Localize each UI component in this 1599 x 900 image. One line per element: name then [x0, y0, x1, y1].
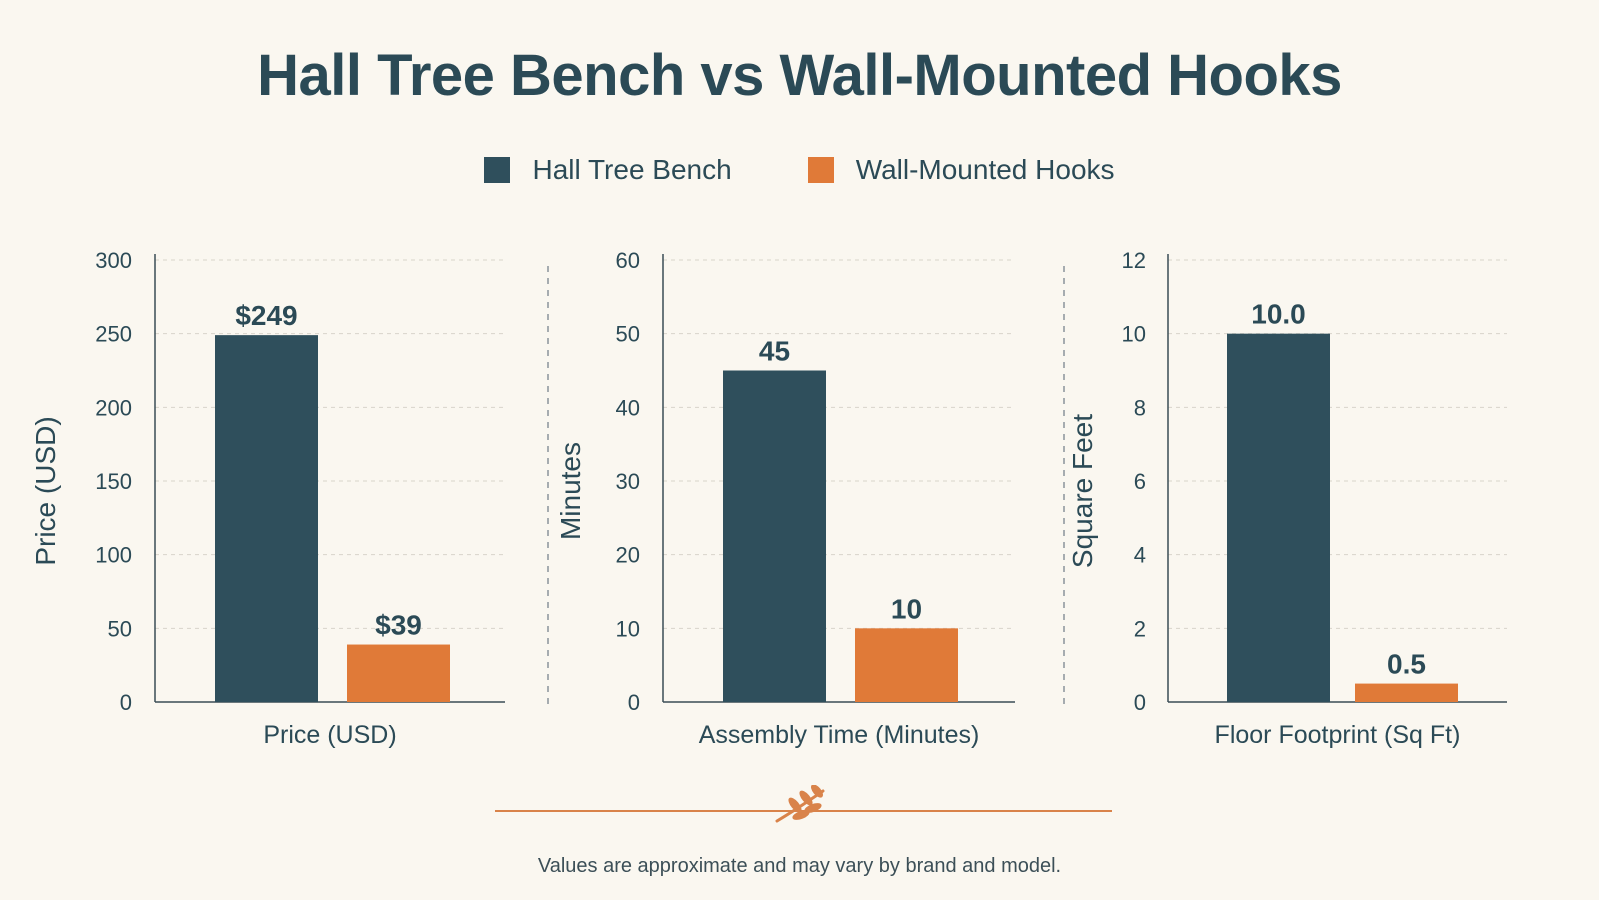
y-tick-label: 2 [1134, 616, 1146, 641]
y-tick-label: 40 [616, 395, 640, 420]
bar-hall-tree-bench [1227, 333, 1330, 702]
legend: Hall Tree Bench Wall-Mounted Hooks [0, 154, 1599, 186]
y-tick-label: 60 [616, 248, 640, 273]
x-axis-label: Price (USD) [263, 721, 396, 749]
y-tick-label: 6 [1134, 469, 1146, 494]
y-tick-label: 12 [1122, 248, 1146, 273]
x-axis-label: Floor Footprint (Sq Ft) [1215, 721, 1461, 749]
bar-hall-tree-bench [723, 370, 826, 702]
legend-label-hall-tree-bench: Hall Tree Bench [532, 154, 732, 185]
y-tick-label: 0 [120, 690, 132, 715]
legend-item-hall-tree-bench: Hall Tree Bench [484, 154, 732, 186]
data-label: 10.0 [1251, 299, 1306, 330]
legend-item-wall-mounted-hooks: Wall-Mounted Hooks [807, 154, 1115, 186]
bar-wall-mounted-hooks [347, 644, 450, 702]
bar-wall-mounted-hooks [1355, 683, 1458, 702]
legend-label-wall-mounted-hooks: Wall-Mounted Hooks [855, 154, 1115, 185]
y-tick-label: 10 [1122, 322, 1146, 347]
footnote: Values are approximate and may vary by b… [537, 855, 1062, 877]
y-tick-label: 150 [95, 469, 132, 494]
data-label: 45 [759, 336, 790, 367]
y-tick-label: 50 [108, 616, 132, 641]
bar-hall-tree-bench [215, 335, 318, 702]
legend-swatch-wall-mounted-hooks [807, 157, 834, 183]
y-tick-label: 100 [95, 543, 132, 568]
y-axis-label: Price (USD) [30, 416, 61, 565]
y-tick-label: 300 [95, 248, 132, 273]
y-tick-label: 20 [616, 543, 640, 568]
y-tick-label: 30 [616, 469, 640, 494]
y-tick-label: 10 [616, 616, 640, 641]
data-label: 0.5 [1387, 649, 1426, 680]
y-axis-label: Minutes [555, 442, 586, 540]
y-tick-label: 4 [1134, 543, 1146, 568]
data-label: $249 [235, 300, 297, 331]
y-tick-label: 0 [1134, 690, 1146, 715]
data-label: $39 [375, 610, 422, 641]
y-tick-label: 50 [616, 322, 640, 347]
legend-swatch-hall-tree-bench [484, 157, 511, 183]
data-label: 10 [891, 593, 922, 624]
y-tick-label: 8 [1134, 395, 1146, 420]
y-tick-label: 200 [95, 395, 132, 420]
y-tick-label: 250 [95, 322, 132, 347]
bar-wall-mounted-hooks [855, 628, 958, 702]
wheat-sprig-icon [775, 785, 825, 823]
y-axis-label: Square Feet [1067, 414, 1098, 568]
y-tick-label: 0 [628, 690, 640, 715]
x-axis-label: Assembly Time (Minutes) [699, 721, 980, 749]
chart-title: Hall Tree Bench vs Wall-Mounted Hooks [257, 43, 1342, 108]
